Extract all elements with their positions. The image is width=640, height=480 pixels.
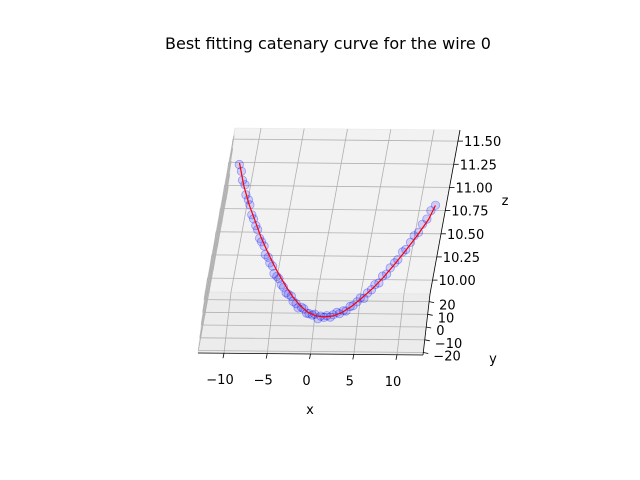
scatter-point: [240, 180, 250, 190]
x-tick-label: 5: [346, 374, 354, 389]
scatter-point: [405, 237, 416, 247]
catenary-fit-line: [238, 162, 436, 318]
x-tick: [222, 353, 225, 359]
z-tick-label: 10.00: [439, 274, 476, 289]
x-tick-label: −5: [254, 374, 273, 389]
grid-y-floor: [202, 311, 428, 315]
y-tick: [423, 352, 429, 354]
y-tick: [424, 339, 430, 342]
y-tick-label: 20: [439, 299, 456, 314]
grid-x-floor: [223, 292, 232, 354]
x-tick-label: 10: [385, 375, 402, 390]
scatter-point: [291, 298, 301, 309]
grid-z-side: [225, 139, 234, 201]
grid-z-back: [211, 254, 437, 258]
scatter-point: [422, 214, 432, 224]
grid-z-back: [220, 208, 446, 211]
grid-y-floor: [199, 337, 425, 341]
y-axis-label: y: [489, 352, 497, 367]
grid-z-back: [228, 161, 454, 165]
z-tick-label: 10.50: [447, 228, 484, 243]
chart-title: Best fitting catenary curve for the wire…: [165, 34, 491, 53]
scatter-point: [385, 263, 395, 273]
axes-grid: [197, 128, 459, 355]
axes-ticks: −10 −5 0 5 10−20−100102010.0010.2510.5010.75…: [206, 135, 501, 390]
x-tick: [265, 353, 268, 359]
grid-x-back: [317, 128, 348, 294]
y-tick: [427, 313, 433, 316]
grid-z-side: [208, 231, 217, 293]
grid-z-back: [224, 185, 450, 188]
scatter-point: [370, 280, 380, 290]
scatter-point: [355, 293, 365, 303]
grid-x-floor: [266, 292, 275, 354]
grid-y-floor: [198, 350, 424, 353]
y-axis-line: [422, 293, 431, 356]
x-tick: [395, 354, 398, 360]
grid-z-side: [204, 254, 213, 316]
z-tick-label: 11.50: [464, 135, 501, 150]
z-axis-line: [429, 129, 461, 295]
grid-y-floor: [201, 324, 427, 328]
grid-z-back: [215, 231, 442, 235]
scatter-points: [234, 159, 441, 324]
grid-z-side: [221, 162, 230, 224]
grid-z-side: [212, 208, 221, 270]
grid-x-floor: [310, 292, 318, 355]
grid-z-side: [200, 278, 208, 340]
y-tick-label: 10: [438, 311, 455, 326]
x-tick-label: −10: [206, 373, 233, 388]
scatter-point: [377, 271, 388, 281]
scatter-point: [359, 293, 369, 303]
y-tick-label: −20: [433, 350, 460, 365]
grid-y-floor: [204, 299, 430, 302]
z-tick-label: 10.25: [443, 251, 480, 266]
scatter-point: [245, 200, 255, 210]
z-tick-label: 11.00: [456, 181, 493, 196]
scatter-point: [374, 278, 384, 288]
grid-z-back: [232, 138, 459, 142]
y-tick-label: 0: [436, 324, 444, 339]
x-tick: [352, 354, 355, 360]
grid-x-floor: [396, 293, 405, 355]
grid-x-back: [230, 128, 262, 293]
y-tick-label: −10: [435, 337, 462, 352]
z-axis-label: z: [502, 194, 509, 209]
fit-curve: [238, 162, 436, 318]
scatter-point: [430, 200, 441, 210]
x-tick: [309, 353, 311, 360]
y-tick: [429, 301, 435, 303]
grid-z-side: [217, 185, 225, 247]
grid-x-back: [403, 129, 435, 294]
scatter-point: [397, 247, 408, 257]
x-axis-label: x: [306, 403, 314, 418]
x-tick-label: 0: [302, 374, 310, 389]
z-tick-label: 10.75: [451, 205, 488, 220]
y-tick: [426, 326, 432, 329]
grid-z-back: [207, 277, 433, 281]
grid-x-floor: [353, 293, 362, 355]
grid-x-back: [360, 129, 392, 294]
z-tick-label: 11.25: [460, 158, 497, 173]
grid-x-back: [273, 128, 305, 293]
